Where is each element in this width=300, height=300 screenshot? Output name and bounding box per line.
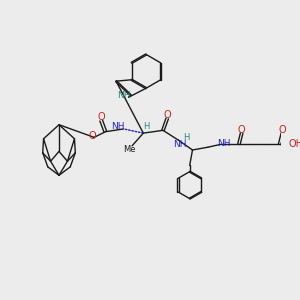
Text: O: O xyxy=(98,112,105,122)
Text: NH: NH xyxy=(111,122,124,131)
Text: O: O xyxy=(88,131,96,141)
Text: Me: Me xyxy=(124,145,136,154)
Text: NH: NH xyxy=(217,139,230,148)
Text: NH: NH xyxy=(173,140,187,148)
Text: O: O xyxy=(279,125,286,135)
Text: O: O xyxy=(164,110,171,120)
Text: H: H xyxy=(183,134,190,142)
Text: NH: NH xyxy=(117,92,130,100)
Text: O: O xyxy=(238,125,245,135)
Text: H: H xyxy=(143,122,150,130)
Text: OH: OH xyxy=(288,139,300,149)
